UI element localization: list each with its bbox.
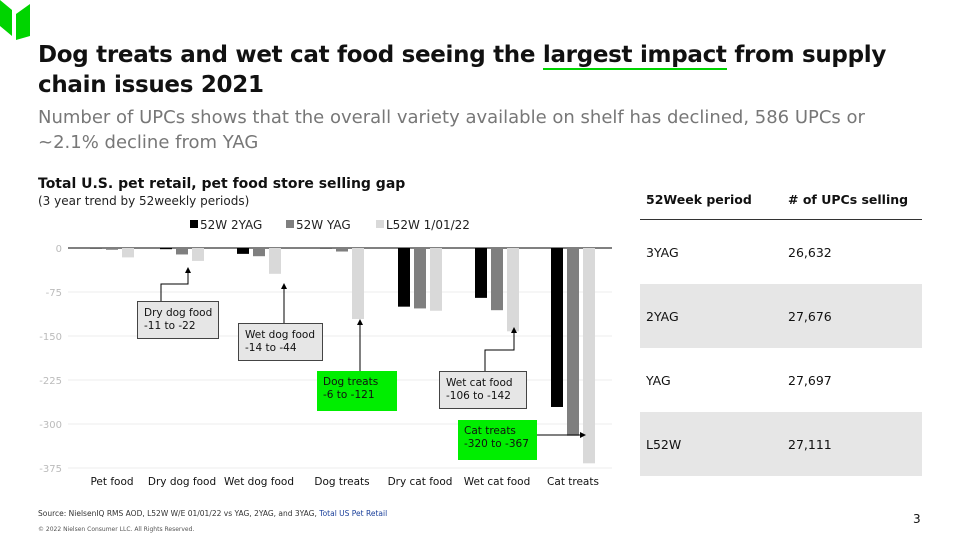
annotation-arrow	[484, 327, 517, 371]
annotation-wet-cat-food: Wet cat food -106 to -142	[439, 371, 527, 409]
bar-52w-yag	[106, 248, 118, 250]
bar-52w-2yag	[160, 248, 172, 250]
x-tick-label: Pet food	[90, 476, 133, 488]
bar-l52w-1-01-22	[192, 248, 204, 261]
y-tick-label: -150	[39, 332, 62, 343]
copyright: © 2022 Nielsen Consumer LLC. All Rights …	[38, 526, 195, 533]
table-row: L52W 27,111	[640, 412, 922, 476]
y-tick-label: 0	[56, 244, 62, 255]
legend-swatch	[376, 220, 384, 228]
bar-l52w-1-01-22	[583, 248, 595, 464]
bar-52w-yag	[567, 248, 579, 436]
page-subtitle: Number of UPCs shows that the overall va…	[38, 107, 865, 153]
annotation-wet-dog-food: Wet dog food -14 to -44	[238, 323, 323, 361]
bar-52w-yag	[253, 248, 265, 257]
source-note: Source: NielsenIQ RMS AOD, L52W W/E 01/0…	[38, 509, 388, 518]
upc-table: 52Week period # of UPCs selling 3YAG 26,63…	[640, 180, 922, 476]
y-tick-label: -300	[39, 420, 62, 431]
bar-l52w-1-01-22	[269, 248, 281, 274]
table-row: YAG 27,697	[646, 372, 832, 388]
bar-l52w-1-01-22	[507, 248, 519, 332]
annotation-dry-dog-food: Dry dog food -11 to -22	[137, 301, 220, 339]
table-row: 2YAG 27,676	[640, 284, 922, 348]
legend-swatch	[286, 220, 294, 228]
bar-52w-yag	[336, 248, 348, 252]
annotation-arrow	[160, 267, 191, 301]
page-number: 3	[913, 512, 921, 526]
page-title: Dog treats and wet cat food seeing the l…	[38, 42, 887, 98]
table-header: 52Week period # of UPCs selling	[640, 180, 922, 220]
x-tick-label: Cat treats	[547, 476, 599, 488]
y-tick-label: -375	[39, 464, 62, 475]
bar-52w-yag	[414, 248, 426, 309]
y-tick-label: -225	[39, 376, 62, 387]
annotation-cat-treats: Cat treats -320 to -367	[458, 420, 537, 460]
bar-52w-2yag	[398, 248, 410, 307]
table-row: 3YAG 26,632	[646, 244, 832, 260]
bar-l52w-1-01-22	[352, 248, 364, 319]
bar-52w-yag	[491, 248, 503, 311]
bar-52w-yag	[176, 248, 188, 255]
bar-52w-2yag	[90, 248, 102, 249]
nielsen-logo	[0, 0, 30, 40]
source-link[interactable]: Total US Pet Retail	[319, 509, 388, 518]
legend-label: L52W 1/01/22	[386, 218, 470, 232]
bar-52w-2yag	[551, 248, 563, 407]
chart-subtitle: (3 year trend by 52weekly periods)	[38, 194, 250, 208]
bar-chart: 0 -75 -150 -225 -300 -375 52W 2YAG 52W YAG L52W …	[39, 218, 612, 488]
bar-l52w-1-01-22	[122, 248, 134, 258]
bar-52w-2yag	[320, 248, 332, 249]
y-tick-label: -75	[46, 288, 62, 299]
legend-label: 52W YAG	[296, 218, 351, 232]
chart-title: Total U.S. pet retail, pet food store se…	[38, 176, 406, 192]
annotation-dog-treats: Dog treats -6 to -121	[317, 371, 397, 411]
bar-52w-2yag	[475, 248, 487, 298]
x-tick-label: Dry dog food	[148, 476, 216, 488]
bar-52w-2yag	[237, 248, 249, 254]
x-tick-label: Wet dog food	[224, 476, 294, 488]
x-tick-label: Dry cat food	[388, 476, 453, 488]
x-tick-label: Dog treats	[314, 476, 369, 488]
legend-label: 52W 2YAG	[200, 218, 262, 232]
bar-l52w-1-01-22	[430, 248, 442, 311]
x-tick-label: Wet cat food	[464, 476, 531, 488]
legend-swatch	[190, 220, 198, 228]
